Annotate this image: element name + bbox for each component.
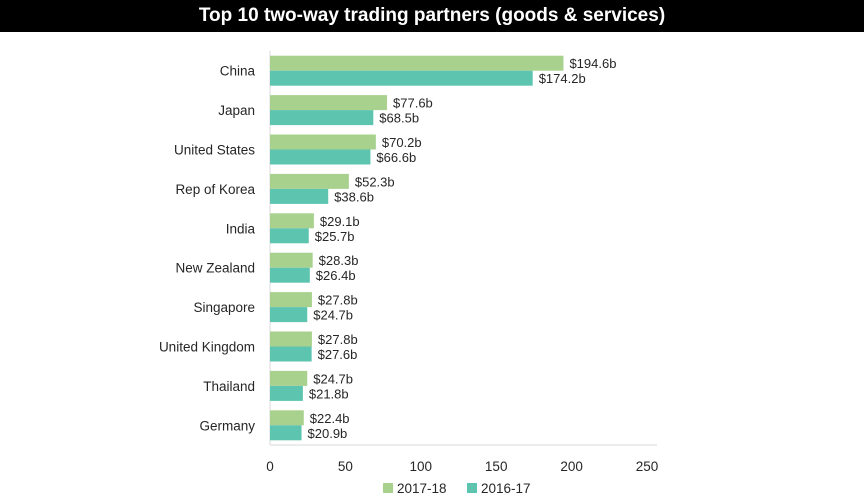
- category-label-india: India: [226, 221, 256, 236]
- bar-2016-17-germany: [270, 425, 302, 441]
- category-label-new-zealand: New Zealand: [175, 261, 255, 276]
- x-tick-label-250: 250: [636, 459, 659, 474]
- legend-label-2016-17: 2016-17: [481, 481, 531, 496]
- category-label-united-states: United States: [174, 143, 255, 158]
- data-label-2016-17-thailand: $21.8b: [309, 386, 349, 401]
- bar-2016-17-united-states: [270, 149, 371, 165]
- legend-label-2017-18: 2017-18: [397, 481, 447, 496]
- bar-2017-18-china: [270, 55, 564, 71]
- category-label-singapore: Singapore: [193, 300, 255, 315]
- category-label-rep-of-korea: Rep of Korea: [175, 182, 255, 197]
- category-label-united-kingdom: United Kingdom: [159, 340, 255, 355]
- data-label-2016-17-china: $174.2b: [539, 71, 586, 86]
- bar-2016-17-singapore: [270, 307, 308, 323]
- data-label-2017-18-singapore: $27.8b: [318, 293, 358, 308]
- bar-2017-18-united-states: [270, 134, 376, 150]
- bar-2017-18-rep-of-korea: [270, 173, 349, 189]
- bar-2016-17-united-kingdom: [270, 346, 312, 362]
- data-label-2016-17-japan: $68.5b: [379, 111, 419, 126]
- data-label-2016-17-india: $25.7b: [315, 229, 355, 244]
- bar-2016-17-japan: [270, 110, 374, 126]
- data-label-2016-17-united-states: $66.6b: [376, 150, 416, 165]
- bar-2017-18-new-zealand: [270, 252, 313, 268]
- data-label-2016-17-new-zealand: $26.4b: [316, 268, 356, 283]
- bar-2017-18-india: [270, 213, 314, 229]
- bar-2016-17-thailand: [270, 385, 303, 401]
- x-tick-label-0: 0: [266, 459, 274, 474]
- x-tick-label-50: 50: [338, 459, 353, 474]
- data-label-2017-18-rep-of-korea: $52.3b: [355, 174, 395, 189]
- data-label-2017-18-new-zealand: $28.3b: [319, 253, 359, 268]
- bar-2016-17-new-zealand: [270, 267, 310, 283]
- category-label-germany: Germany: [199, 418, 255, 433]
- bar-2016-17-rep-of-korea: [270, 188, 329, 204]
- chart-title: Top 10 two-way trading partners (goods &…: [0, 0, 864, 32]
- data-label-2016-17-united-kingdom: $27.6b: [318, 347, 358, 362]
- category-label-japan: Japan: [218, 103, 255, 118]
- bar-2016-17-india: [270, 228, 309, 244]
- bar-chart: China $194.6b$174.2b Japan $77.6b$68.5b Unit…: [159, 51, 659, 496]
- bar-2017-18-thailand: [270, 370, 308, 386]
- data-label-2016-17-singapore: $24.7b: [313, 308, 353, 323]
- category-label-thailand: Thailand: [203, 379, 255, 394]
- x-tick-label-150: 150: [485, 459, 508, 474]
- data-label-2016-17-rep-of-korea: $38.6b: [334, 189, 374, 204]
- data-label-2017-18-united-kingdom: $27.8b: [318, 332, 358, 347]
- data-label-2017-18-thailand: $24.7b: [313, 371, 353, 386]
- data-label-2017-18-united-states: $70.2b: [382, 135, 422, 150]
- x-tick-label-100: 100: [410, 459, 433, 474]
- bar-2016-17-china: [270, 70, 533, 86]
- legend-swatch-2017-18: [383, 483, 393, 493]
- bar-2017-18-united-kingdom: [270, 331, 312, 347]
- data-label-2017-18-india: $29.1b: [320, 214, 360, 229]
- bar-2017-18-germany: [270, 410, 304, 426]
- data-label-2017-18-japan: $77.6b: [393, 96, 433, 111]
- data-label-2016-17-germany: $20.9b: [308, 426, 348, 441]
- data-label-2017-18-china: $194.6b: [569, 56, 616, 71]
- x-tick-label-200: 200: [560, 459, 583, 474]
- bar-2017-18-singapore: [270, 292, 312, 308]
- data-label-2017-18-germany: $22.4b: [310, 411, 350, 426]
- category-label-china: China: [220, 64, 256, 79]
- bar-2017-18-japan: [270, 95, 388, 111]
- legend-swatch-2016-17: [467, 483, 477, 493]
